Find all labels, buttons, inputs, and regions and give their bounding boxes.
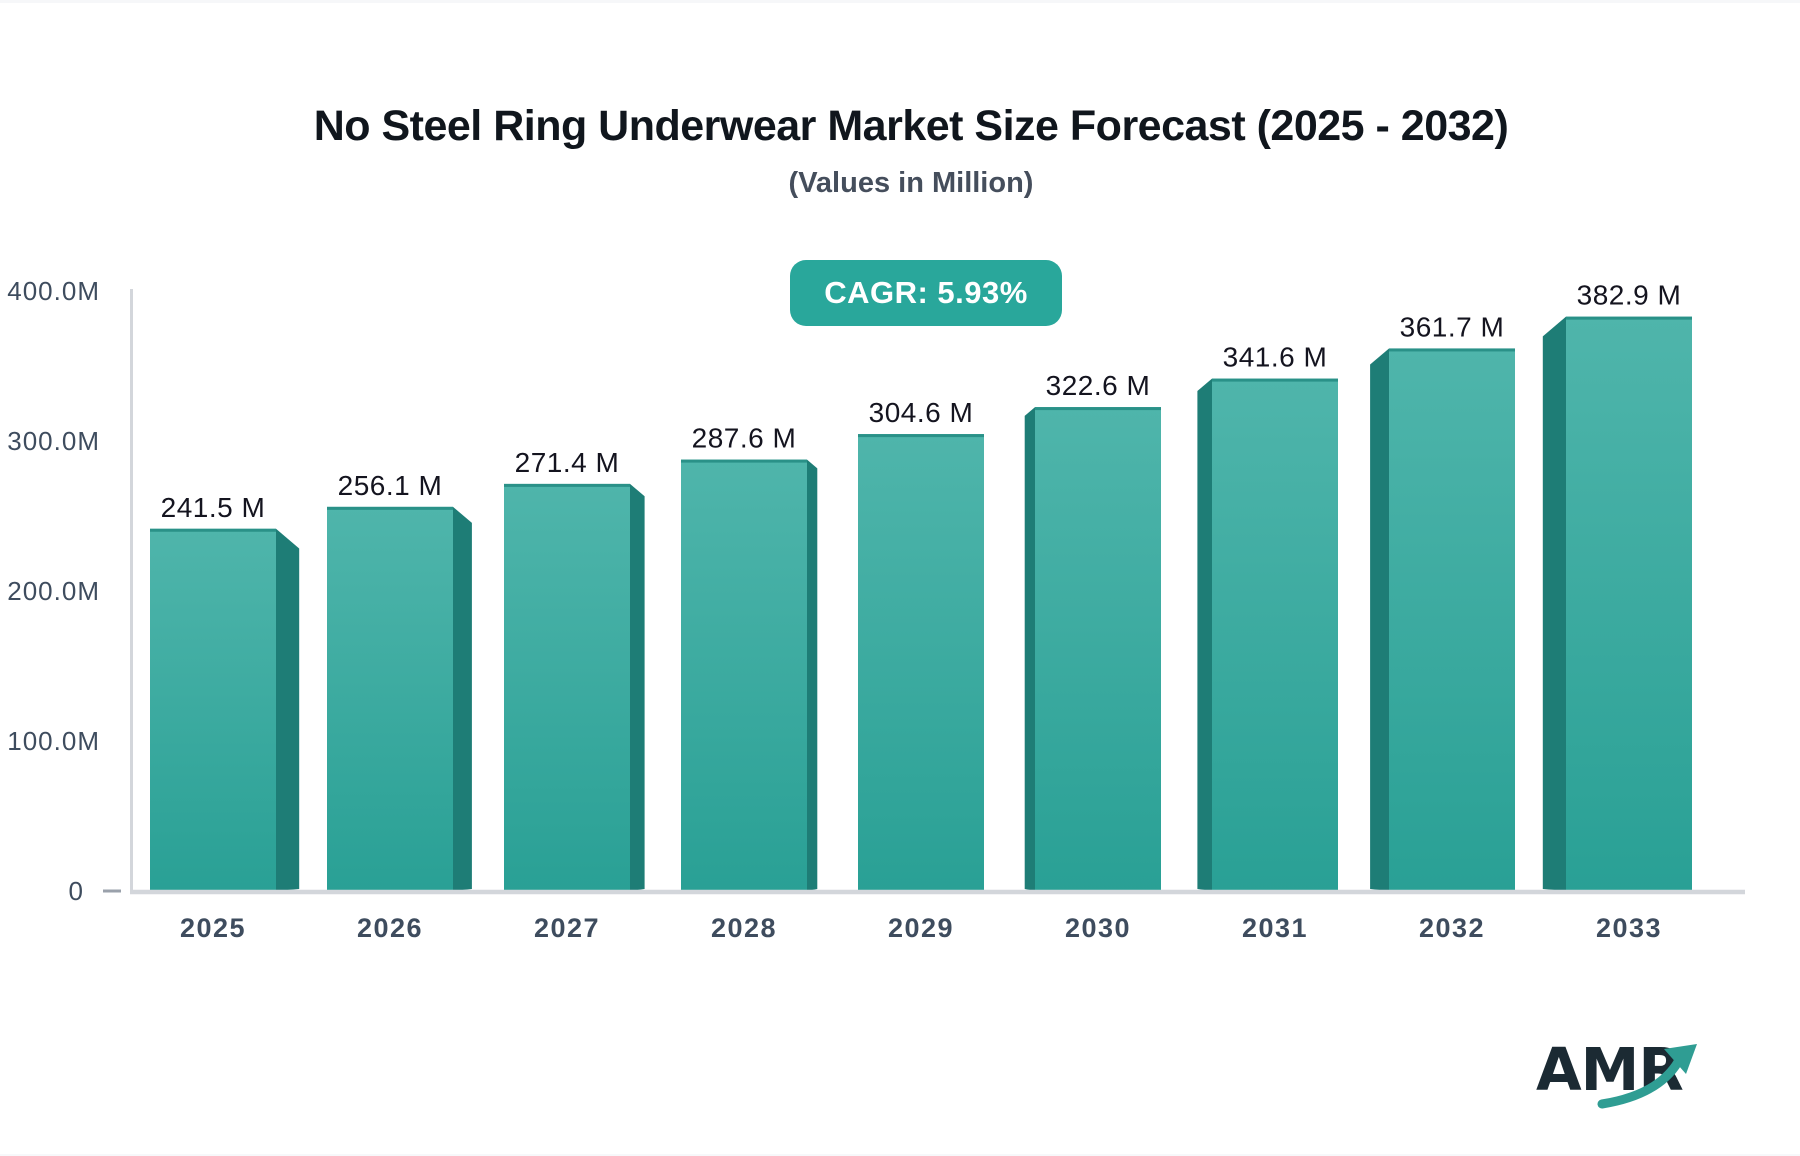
bar-top-edge xyxy=(681,459,807,463)
bar-2032: 361.7 M 2032 xyxy=(1370,311,1515,943)
bar-side-face xyxy=(276,528,300,891)
bar-value-label: 382.9 M xyxy=(1577,280,1682,311)
bar-side-face xyxy=(453,506,472,891)
bar-top-edge xyxy=(504,483,630,487)
bar-side-face xyxy=(807,459,818,891)
bar-front-face xyxy=(1212,378,1338,894)
bar-value-label: 271.4 M xyxy=(515,447,620,478)
bar-side-face xyxy=(1542,316,1566,891)
bar-2033: 382.9 M 2033 xyxy=(1542,280,1692,943)
bar-chart: 400.0M 300.0M 200.0M 100.0M 0 241.5 M 2025 256.… xyxy=(7,276,1745,943)
bar-side-face xyxy=(630,483,645,891)
bar-top-edge xyxy=(150,528,276,532)
cagr-badge-label: CAGR: 5.93% xyxy=(824,275,1028,310)
bar-2029: 304.6 M 2029 xyxy=(858,397,984,943)
bar-front-face xyxy=(504,483,630,893)
bar-value-label: 241.5 M xyxy=(161,492,266,523)
bar-value-label: 341.6 M xyxy=(1223,342,1328,373)
bar-value-label: 304.6 M xyxy=(869,397,974,428)
x-tick-label: 2032 xyxy=(1419,913,1485,943)
logo-arrowhead-icon xyxy=(1664,1044,1697,1074)
bar-front-face xyxy=(150,528,276,893)
x-tick-label: 2030 xyxy=(1065,913,1131,943)
bar-front-face xyxy=(858,434,984,893)
logo-text: AMR xyxy=(1536,1035,1683,1104)
x-tick-label: 2027 xyxy=(534,913,600,943)
y-tick-label: 100.0M xyxy=(7,726,100,756)
bar-front-face xyxy=(327,506,453,893)
y-tick-label: 400.0M xyxy=(7,276,100,306)
bar-top-edge xyxy=(1212,378,1338,382)
bar-2028: 287.6 M 2028 xyxy=(681,423,818,943)
x-tick-label: 2028 xyxy=(711,913,777,943)
x-tick-label: 2026 xyxy=(357,913,423,943)
amr-logo: AMR xyxy=(1536,1035,1697,1109)
bar-value-label: 256.1 M xyxy=(338,470,443,501)
bar-front-face xyxy=(681,459,807,893)
bar-side-face xyxy=(1024,407,1035,891)
cagr-badge: CAGR: 5.93% xyxy=(790,260,1062,326)
bar-top-edge xyxy=(1566,316,1692,320)
y-tick-label: 200.0M xyxy=(7,576,100,606)
bar-top-edge xyxy=(1389,348,1515,352)
bar-value-label: 322.6 M xyxy=(1046,370,1151,401)
y-tick-label: 300.0M xyxy=(7,426,100,456)
x-tick-label: 2029 xyxy=(888,913,954,943)
bar-2026: 256.1 M 2026 xyxy=(327,470,472,943)
bar-2030: 322.6 M 2030 xyxy=(1024,370,1161,943)
bar-side-face xyxy=(1197,378,1212,892)
bar-value-label: 361.7 M xyxy=(1400,311,1505,342)
bar-2025: 241.5 M 2025 xyxy=(150,492,300,943)
bar-2031: 341.6 M 2031 xyxy=(1197,342,1338,943)
bar-value-label: 287.6 M xyxy=(692,423,797,454)
x-tick-label: 2033 xyxy=(1596,913,1662,943)
bar-side-face xyxy=(1370,348,1389,891)
bar-front-face xyxy=(1566,316,1692,893)
bar-top-edge xyxy=(327,506,453,510)
logo-arrow-swoosh-icon xyxy=(1597,1057,1683,1109)
x-tick-label: 2031 xyxy=(1242,913,1308,943)
y-tick-label: 0 xyxy=(69,876,84,906)
x-tick-label: 2025 xyxy=(180,913,246,943)
bar-top-edge xyxy=(858,434,984,438)
bar-top-edge xyxy=(1035,407,1161,411)
bar-front-face xyxy=(1389,348,1515,893)
bar-2027: 271.4 M 2027 xyxy=(504,447,645,943)
bar-front-face xyxy=(1035,407,1161,893)
